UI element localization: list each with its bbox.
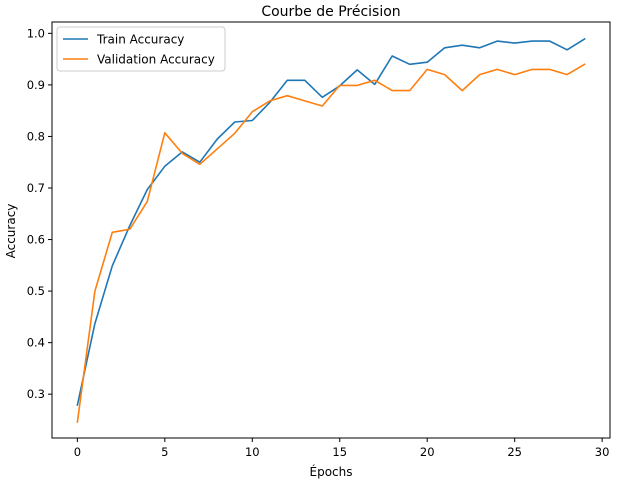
legend-label-train: Train Accuracy bbox=[96, 33, 184, 47]
series-line-train bbox=[76, 37, 586, 406]
y-tick-label: 0.5 bbox=[27, 284, 45, 298]
plot-frame bbox=[51, 21, 611, 439]
x-axis-ticks: 0 5 10 15 20 25 30 bbox=[74, 438, 610, 459]
x-tick-label: 20 bbox=[420, 445, 435, 459]
x-tick-label: 15 bbox=[332, 445, 347, 459]
y-tick-label: 1.0 bbox=[27, 26, 45, 40]
x-tick-label: 30 bbox=[595, 445, 610, 459]
series-line-validation bbox=[76, 63, 586, 423]
y-tick-label: 0.3 bbox=[27, 387, 45, 401]
y-tick-label: 0.8 bbox=[27, 129, 45, 143]
x-tick-label: 10 bbox=[245, 445, 260, 459]
legend: Train Accuracy Validation Accuracy bbox=[56, 26, 226, 72]
x-axis-label: Épochs bbox=[310, 464, 353, 479]
y-tick-label: 0.9 bbox=[27, 78, 45, 92]
legend-label-validation: Validation Accuracy bbox=[97, 53, 215, 67]
y-tick-label: 0.6 bbox=[27, 233, 45, 247]
x-tick-label: 25 bbox=[507, 445, 522, 459]
series-layer bbox=[76, 37, 586, 423]
y-tick-label: 0.7 bbox=[27, 181, 45, 195]
y-tick-label: 0.4 bbox=[27, 336, 45, 350]
x-tick-label: 5 bbox=[161, 445, 168, 459]
y-axis-ticks: 0.3 0.4 0.5 0.6 0.7 0.8 0.9 1.0 bbox=[27, 26, 52, 401]
y-axis-label: Accuracy bbox=[4, 204, 18, 259]
legend-box bbox=[56, 26, 226, 72]
x-tick-label: 0 bbox=[74, 445, 81, 459]
chart-title: Courbe de Précision bbox=[261, 4, 400, 20]
